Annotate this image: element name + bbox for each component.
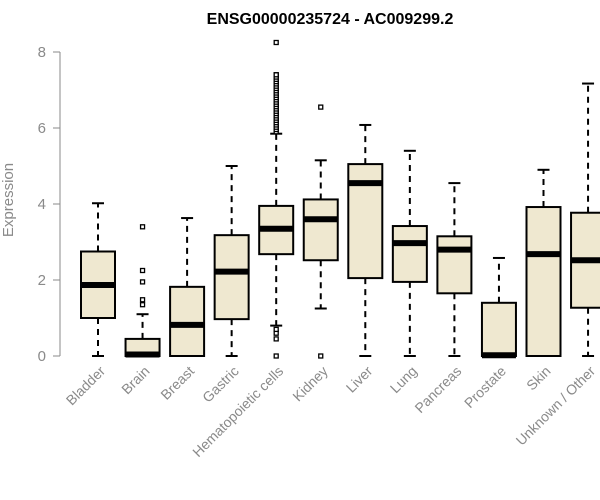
y-tick-label: 0 (38, 348, 46, 365)
box-gastric (213, 165, 250, 357)
y-axis: 0 2 4 6 8 (38, 44, 61, 365)
box-bladder (80, 202, 116, 357)
box-prostate (480, 256, 517, 359)
box-iqr (391, 225, 428, 283)
box-skin (525, 168, 562, 357)
x-tick-label: Lung (387, 363, 420, 396)
x-tick-label: Unknown / Other (513, 363, 599, 449)
outlier-point (139, 224, 146, 230)
outlier-point (139, 297, 146, 303)
box-iqr (480, 301, 517, 357)
outlier-point (273, 72, 279, 78)
chart-title: ENSG00000235724 - AC009299.2 (207, 11, 454, 28)
outlier-point (139, 302, 146, 308)
x-tick-label: Liver (343, 363, 376, 396)
x-tick-label: Pancreas (411, 363, 464, 416)
box-hematopoietic-cells (258, 39, 295, 359)
box-unknown-other (570, 82, 600, 357)
box-liver (347, 123, 384, 357)
x-tick-label: Gastric (199, 363, 242, 406)
x-tick-label: Kidney (289, 363, 331, 405)
box-brain (124, 224, 161, 358)
outlier-point (139, 267, 146, 274)
y-tick-label: 6 (38, 120, 46, 137)
box-lung (391, 149, 428, 357)
x-tick-label: Skin (523, 363, 554, 394)
box-iqr (302, 198, 339, 262)
y-tick-label: 8 (38, 44, 46, 61)
outlier-point (318, 353, 324, 359)
outlier-point (139, 279, 146, 285)
box-iqr (525, 206, 562, 357)
outlier-point (318, 104, 324, 110)
x-tick-label: Breast (157, 363, 197, 403)
boxes-group (80, 39, 600, 359)
y-tick-label: 4 (38, 196, 46, 213)
box-pancreas (436, 182, 473, 357)
y-tick-label: 2 (38, 272, 46, 289)
outlier-point (273, 326, 279, 333)
box-kidney (302, 104, 339, 359)
box-breast (169, 217, 206, 357)
x-tick-label: Bladder (63, 363, 109, 409)
box-iqr (169, 285, 206, 357)
outlier-point (273, 39, 279, 46)
x-tick-label: Brain (118, 363, 152, 397)
box-iqr (436, 235, 473, 295)
outlier-point (273, 353, 279, 359)
box-iqr (213, 234, 250, 321)
x-tick-label: Prostate (461, 363, 509, 411)
y-axis-label: Expression (0, 163, 17, 237)
outlier-point (273, 336, 279, 342)
